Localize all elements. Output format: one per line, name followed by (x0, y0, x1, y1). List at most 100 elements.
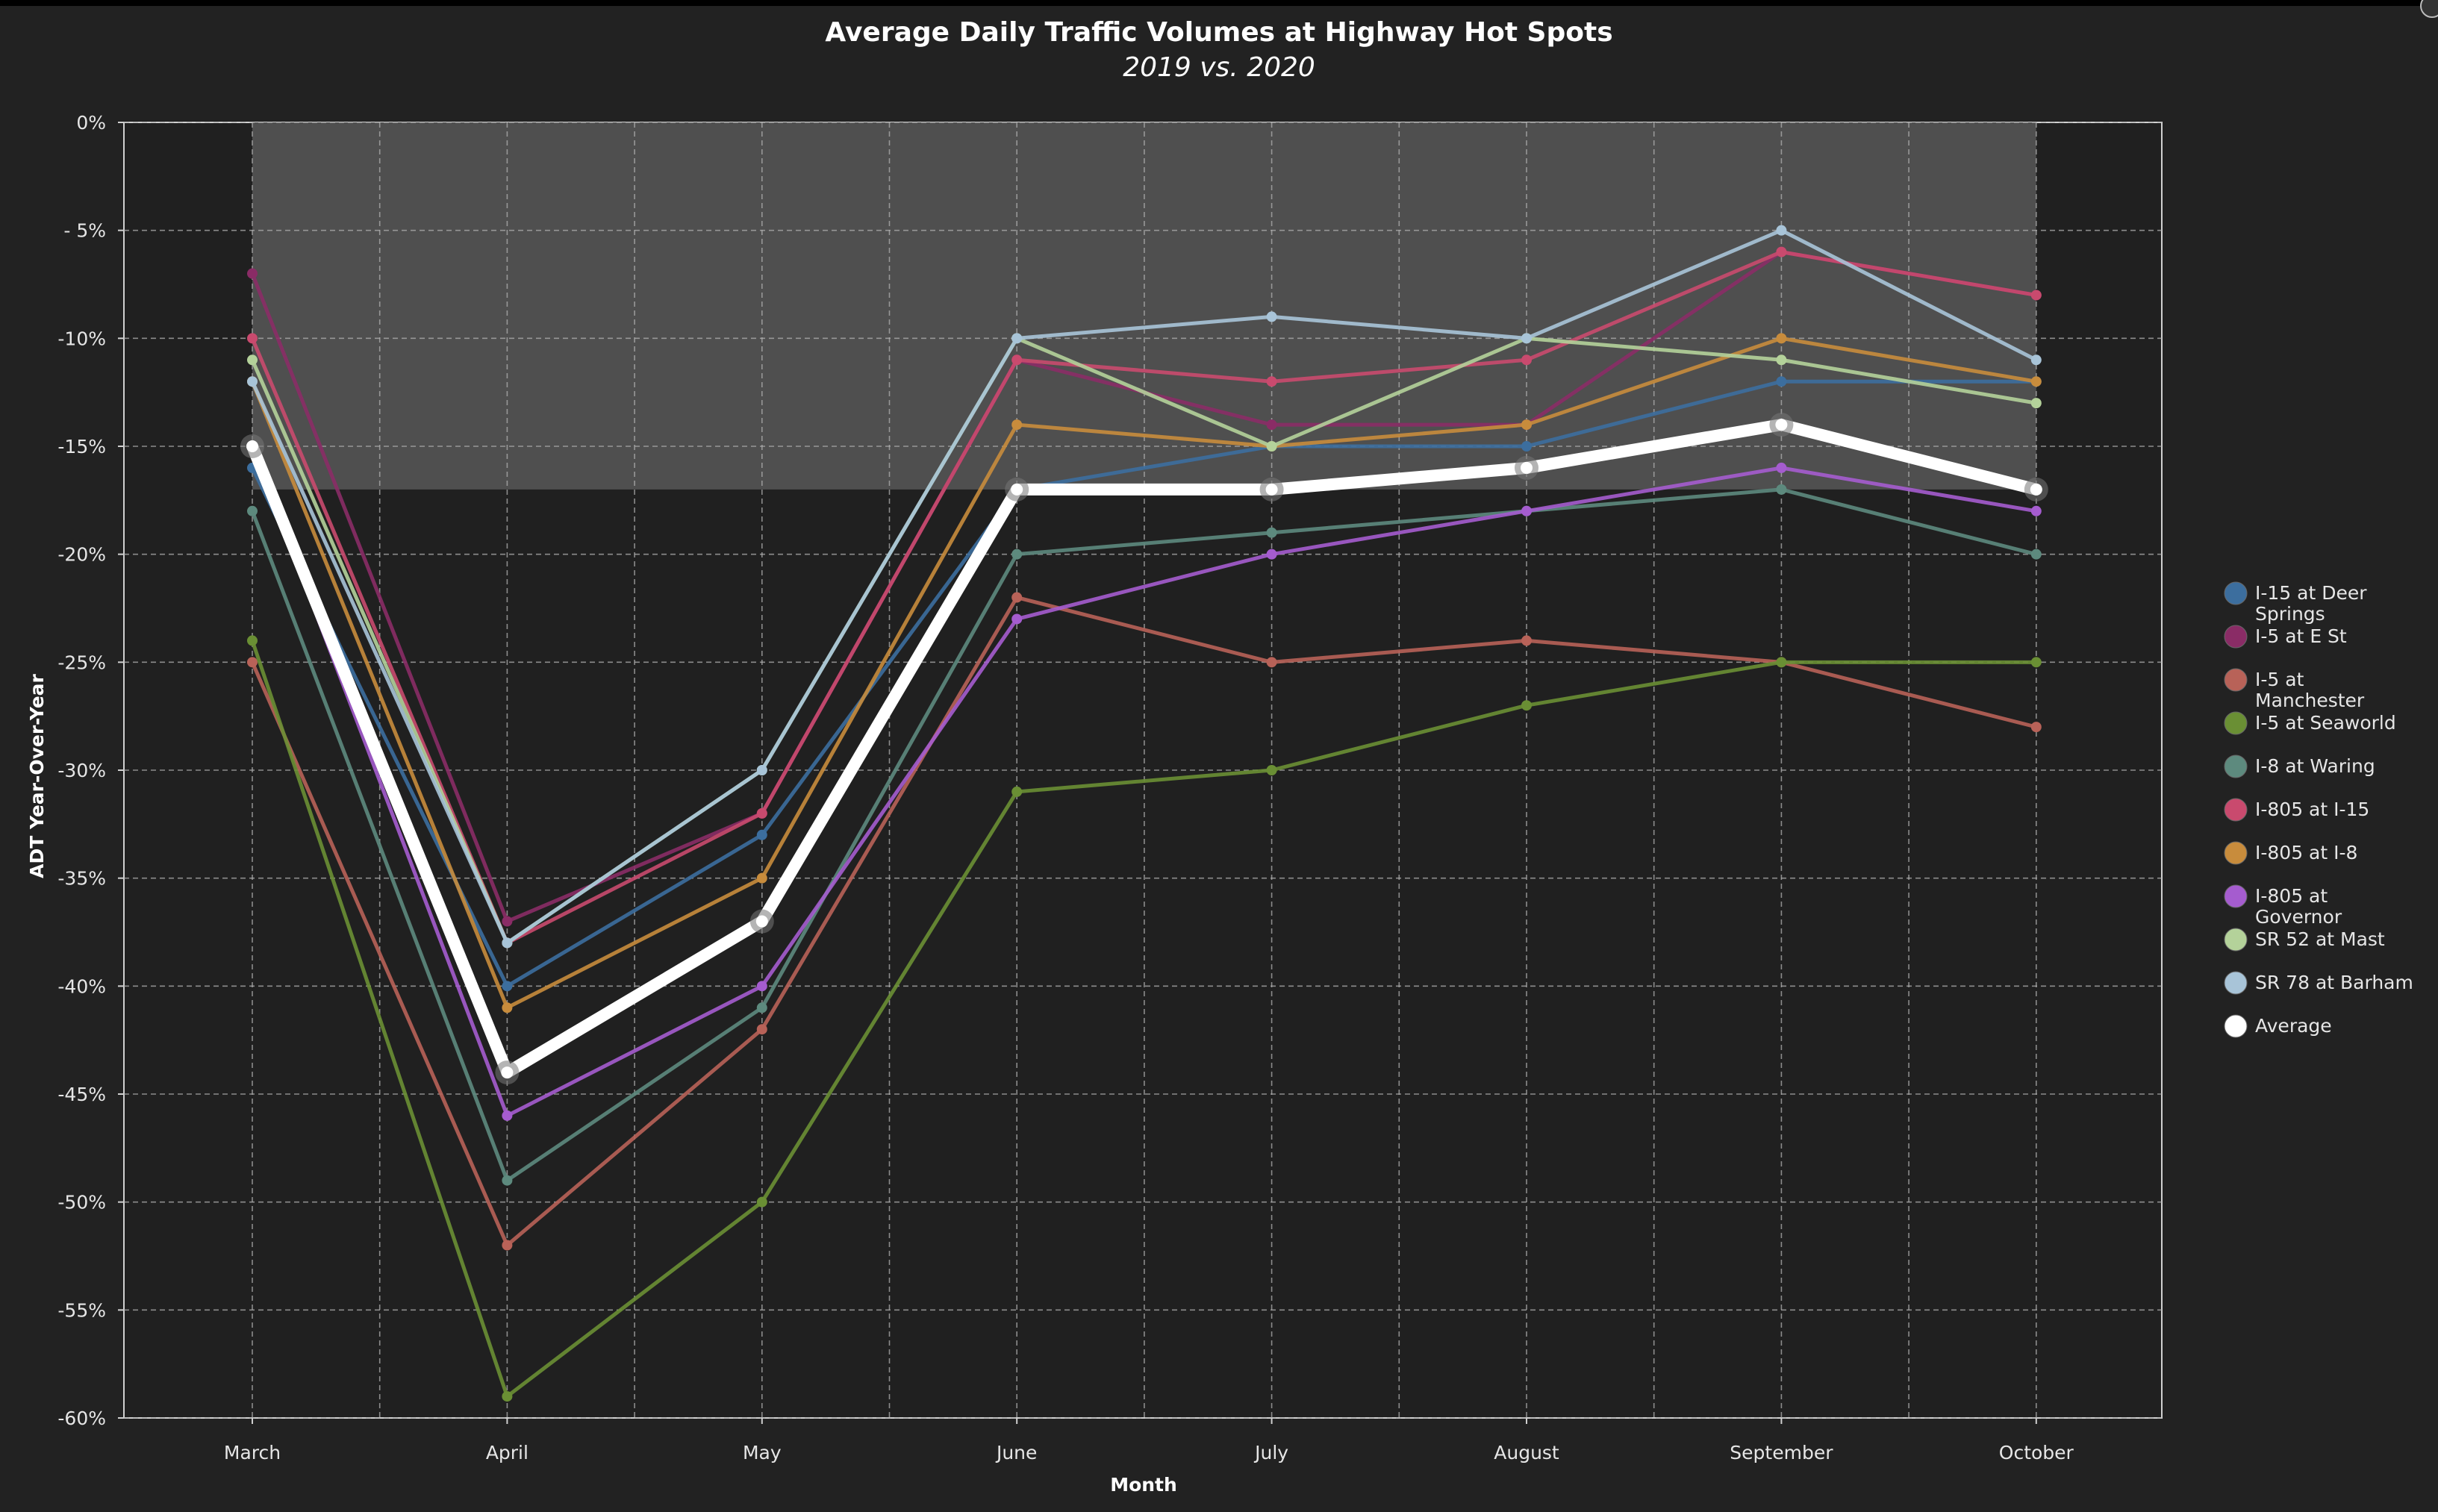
data-point (247, 354, 258, 366)
y-tick-label: -40% (57, 975, 106, 997)
data-point (502, 981, 513, 992)
x-axis-title: Month (1110, 1474, 1177, 1496)
legend-swatch (2224, 668, 2248, 692)
data-point (1011, 354, 1023, 366)
data-point (1266, 657, 1277, 668)
legend-label: I-805 at I-8 (2255, 842, 2357, 863)
legend-item: I-805 at I-8 (2224, 841, 2357, 865)
legend-item: Average (2224, 1014, 2332, 1038)
data-point (1776, 225, 1787, 236)
data-point (2030, 483, 2042, 496)
data-point (1011, 592, 1023, 603)
data-point (1266, 419, 1277, 431)
data-point (756, 1002, 767, 1013)
data-point (1011, 333, 1023, 344)
data-point (1521, 635, 1532, 646)
data-point (247, 376, 258, 387)
data-point (1776, 657, 1787, 668)
x-tick-label: June (995, 1442, 1037, 1463)
series-line (250, 638, 2039, 1399)
data-point (1266, 311, 1277, 322)
y-tick-label: -10% (57, 328, 106, 349)
legend-label: I-5 at E St (2255, 625, 2347, 647)
y-tick-label: -20% (57, 544, 106, 566)
data-point (1521, 441, 1532, 452)
data-point (1521, 354, 1532, 366)
data-point (502, 916, 513, 927)
data-point (1265, 483, 1278, 496)
x-tick-label: July (1253, 1442, 1288, 1463)
data-point (2030, 505, 2042, 516)
series-lines (240, 225, 2048, 1402)
x-tick-label: August (1494, 1442, 1559, 1463)
legend-swatch (2224, 971, 2248, 995)
data-point (756, 829, 767, 840)
data-point (755, 915, 768, 928)
legend-item: SR 78 at Barham (2224, 971, 2413, 995)
legend-item: SR 52 at Mast (2224, 928, 2385, 952)
y-axis-ticks: 0% - 5% -10% -15% -20% -25% -30% -35% -40% -45% -5… (57, 112, 124, 1429)
data-point (1521, 461, 1533, 474)
data-point (2030, 290, 2042, 301)
y-tick-label: -60% (57, 1408, 106, 1429)
data-point (502, 1240, 513, 1251)
data-point (1266, 376, 1277, 387)
y-tick-label: - 5% (63, 220, 106, 242)
data-point (1011, 549, 1023, 560)
chart-subtitle: 2019 vs. 2020 (1123, 52, 1315, 83)
data-point (1776, 333, 1787, 344)
legend-label: SR 78 at Barham (2255, 972, 2413, 993)
data-point (502, 1175, 513, 1186)
data-point (1521, 700, 1532, 711)
series-average (240, 413, 2048, 1085)
legend-swatch (2224, 798, 2248, 822)
legend-swatch (2224, 711, 2248, 735)
y-tick-label: -30% (57, 760, 106, 781)
data-point (1011, 483, 1023, 496)
data-point (1521, 333, 1532, 344)
y-tick-label: -45% (57, 1084, 106, 1105)
y-tick-label: 0% (76, 112, 106, 134)
data-point (1776, 354, 1787, 366)
legend-swatch (2224, 581, 2248, 605)
data-point (1266, 441, 1277, 452)
data-point (1266, 527, 1277, 538)
series-line (250, 596, 2039, 1248)
series-i-805-at-i-8 (247, 333, 2042, 1013)
series-line (246, 419, 2042, 1079)
legend-swatch (2224, 884, 2248, 908)
data-point (502, 937, 513, 949)
series-i-5-at-seaworld (247, 635, 2042, 1402)
series-line (250, 228, 2039, 945)
data-point (1776, 462, 1787, 473)
legend-label: Springs (2255, 603, 2325, 625)
data-point (247, 657, 258, 668)
x-tick-label: September (1730, 1442, 1833, 1463)
data-point (756, 872, 767, 884)
data-point (502, 1002, 513, 1013)
legend-label: I-8 at Waring (2255, 755, 2375, 777)
series-line (250, 336, 2039, 1010)
data-point (1521, 419, 1532, 431)
data-point (1776, 246, 1787, 257)
data-point (1521, 505, 1532, 516)
legend-label: I-805 at I-15 (2255, 799, 2369, 820)
legend-label: I-15 at Deer (2255, 582, 2367, 604)
y-tick-label: -15% (57, 436, 106, 457)
data-point (246, 440, 258, 452)
data-point (756, 981, 767, 992)
y-tick-label: -25% (57, 652, 106, 673)
data-point (247, 505, 258, 516)
legend-swatch (2224, 625, 2248, 649)
data-point (1266, 549, 1277, 560)
data-point (756, 807, 767, 819)
x-tick-label: October (1999, 1442, 2074, 1463)
data-point (1011, 613, 1023, 625)
series-line (250, 487, 2039, 1183)
legend-swatch (2224, 928, 2248, 952)
legend-label: Governor (2255, 906, 2342, 928)
legend-swatch (2224, 755, 2248, 778)
data-point (1776, 484, 1787, 495)
